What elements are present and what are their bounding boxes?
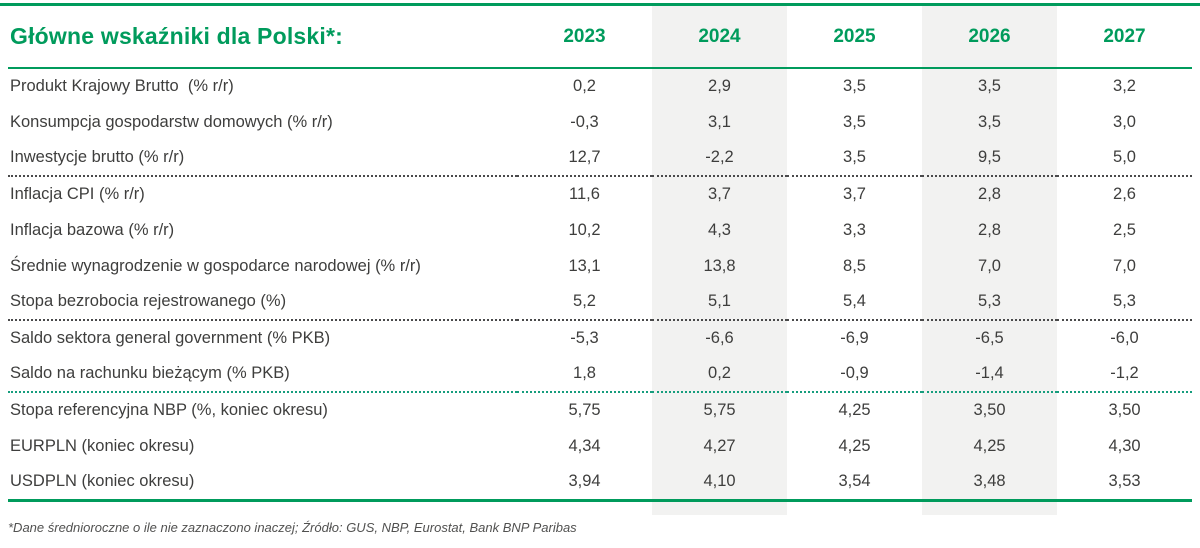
row-label: Saldo na rachunku bieżącym (% PKB)	[10, 364, 290, 382]
cell-value: 3,7	[787, 175, 922, 212]
highlight-band-2026	[922, 6, 1057, 515]
row-label: Inflacja bazowa (% r/r)	[10, 220, 175, 239]
cell-value: 5,3	[978, 292, 1001, 310]
cell-value: 5,75	[517, 391, 652, 428]
cell-value: 13,8	[703, 256, 736, 275]
table-row: Inflacja CPI (% r/r) 11,6 3,7 3,7 2,8 2,6	[8, 175, 1192, 212]
cell-value: -0,3	[570, 112, 599, 131]
table-row: Stopa referencyjna NBP (%, koniec okresu…	[8, 391, 1192, 428]
row-label: Konsumpcja gospodarstw domowych (% r/r)	[10, 112, 333, 131]
header-row: Główne wskaźniki dla Polski*: 2023 2024 20…	[8, 6, 1192, 69]
cell-value: 3,53	[1057, 464, 1192, 502]
cell-value: 3,2	[1113, 77, 1136, 95]
row-label: Stopa referencyjna NBP (%, koniec okresu…	[8, 391, 517, 428]
cell-value: 12,7	[568, 148, 601, 166]
table-title: Główne wskaźniki dla Polski*:	[8, 6, 517, 69]
cell-value: 13,1	[568, 256, 601, 275]
cell-value: 2,5	[1113, 220, 1136, 239]
table-row: Inflacja bazowa (% r/r) 10,2 4,3 3,3 2,8 2,5	[8, 212, 1192, 248]
table-row: Średnie wynagrodzenie w gospodarce narod…	[8, 248, 1192, 284]
year-column-header: 2026	[922, 6, 1057, 69]
cell-value: 4,27	[703, 436, 736, 455]
cell-value: 3,50	[1057, 391, 1192, 428]
footnote-text: *Dane średnioroczne o ile nie zaznaczono…	[8, 520, 577, 535]
cell-value: 4,34	[568, 436, 601, 455]
year-column-header: 2024	[652, 6, 787, 69]
cell-value: 3,1	[708, 112, 731, 131]
cell-value: 5,3	[1113, 292, 1136, 310]
cell-value: 4,30	[1108, 436, 1141, 455]
cell-value: 5,0	[1113, 148, 1136, 166]
row-label: USDPLN (koniec okresu)	[8, 464, 517, 502]
cell-value: 4,25	[787, 391, 922, 428]
cell-value: 11,6	[517, 175, 652, 212]
cell-value: -0,9	[840, 364, 869, 382]
cell-value: -6,9	[787, 319, 922, 356]
row-label: Produkt Krajowy Brutto (% r/r)	[10, 77, 234, 95]
cell-value: 5,75	[652, 391, 787, 428]
cell-value: 0,2	[708, 364, 731, 382]
cell-value: 1,8	[573, 364, 596, 382]
cell-value: 4,3	[708, 220, 731, 239]
cell-value: 5,4	[843, 292, 866, 310]
cell-value: 3,5	[978, 112, 1001, 131]
row-label: Stopa bezrobocia rejestrowanego (%)	[10, 292, 287, 310]
row-label: EURPLN (koniec okresu)	[10, 436, 195, 455]
table-row: Stopa bezrobocia rejestrowanego (%) 5,2 5,…	[8, 284, 1192, 320]
cell-value: 4,25	[838, 436, 871, 455]
table-row: EURPLN (koniec okresu) 4,34 4,27 4,25 4,25 4,…	[8, 428, 1192, 464]
table-row: Produkt Krajowy Brutto (% r/r) 0,2 2,9 3,5 3…	[8, 68, 1192, 104]
year-column-header: 2025	[787, 6, 922, 69]
row-label: Średnie wynagrodzenie w gospodarce narod…	[10, 256, 421, 275]
cell-value: 2,6	[1057, 175, 1192, 212]
cell-value: 3,50	[922, 391, 1057, 428]
cell-value: 10,2	[568, 220, 601, 239]
cell-value: -2,2	[705, 148, 734, 166]
cell-value: 3,7	[652, 175, 787, 212]
table-body: Produkt Krajowy Brutto (% r/r) 0,2 2,9 3,5 3…	[8, 68, 1192, 502]
cell-value: -6,0	[1057, 319, 1192, 356]
top-divider-rule	[0, 3, 1200, 6]
table-container: Główne wskaźniki dla Polski*: 2023 2024 20…	[8, 6, 1192, 515]
cell-value: 4,25	[973, 436, 1006, 455]
table-row: Konsumpcja gospodarstw domowych (% r/r) -…	[8, 104, 1192, 140]
year-column-header: 2023	[517, 6, 652, 69]
cell-value: 8,5	[843, 256, 866, 275]
table-row: Saldo sektora general government (% PKB)…	[8, 319, 1192, 356]
cell-value: 3,5	[843, 77, 866, 95]
cell-value: 3,5	[978, 77, 1001, 95]
cell-value: -5,3	[517, 319, 652, 356]
indicators-table: Główne wskaźniki dla Polski*: 2023 2024 20…	[8, 6, 1192, 502]
row-label: Saldo sektora general government (% PKB)	[8, 319, 517, 356]
cell-value: 3,54	[787, 464, 922, 502]
table-row: USDPLN (koniec okresu) 3,94 4,10 3,54 3,48 3,…	[8, 464, 1192, 502]
cell-value: -1,2	[1110, 364, 1139, 382]
cell-value: 0,2	[573, 77, 596, 95]
cell-value: 7,0	[1113, 256, 1136, 275]
cell-value: 2,8	[922, 175, 1057, 212]
year-column-header: 2027	[1057, 6, 1192, 69]
cell-value: 9,5	[978, 148, 1001, 166]
table-row: Saldo na rachunku bieżącym (% PKB) 1,8 0,2…	[8, 356, 1192, 392]
cell-value: 2,8	[978, 220, 1001, 239]
cell-value: -6,6	[652, 319, 787, 356]
cell-value: -1,4	[975, 364, 1004, 382]
row-label: Inflacja CPI (% r/r)	[8, 175, 517, 212]
cell-value: 3,94	[517, 464, 652, 502]
cell-value: 3,3	[843, 220, 866, 239]
cell-value: 3,0	[1113, 112, 1136, 131]
table-row: Inwestycje brutto (% r/r) 12,7 -2,2 3,5 9,5 5…	[8, 140, 1192, 176]
cell-value: 5,2	[573, 292, 596, 310]
row-label: Inwestycje brutto (% r/r)	[10, 148, 185, 166]
cell-value: -6,5	[922, 319, 1057, 356]
cell-value: 3,5	[843, 112, 866, 131]
highlight-band-2024	[652, 6, 787, 515]
cell-value: 3,48	[922, 464, 1057, 502]
cell-value: 7,0	[978, 256, 1001, 275]
cell-value: 5,1	[708, 292, 731, 310]
cell-value: 2,9	[708, 77, 731, 95]
cell-value: 3,5	[843, 148, 866, 166]
cell-value: 4,10	[652, 464, 787, 502]
